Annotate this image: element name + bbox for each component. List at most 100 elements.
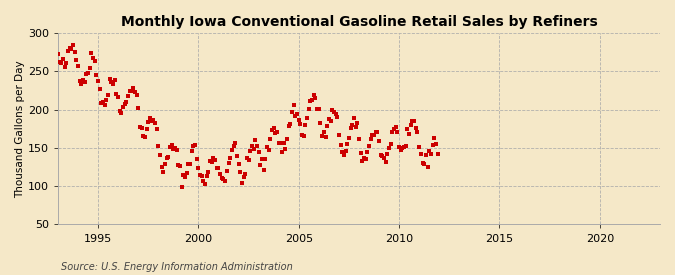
Point [159, 161, 170, 166]
Point [332, 115, 343, 120]
Point [310, 96, 321, 100]
Point [317, 133, 327, 138]
Point [236, 181, 247, 186]
Point [329, 110, 340, 114]
Point [379, 156, 389, 160]
Point [134, 125, 145, 129]
Point [322, 124, 333, 129]
Point [256, 157, 267, 161]
Point [389, 127, 400, 131]
Point [95, 87, 105, 91]
Point [377, 154, 387, 158]
Point [59, 64, 70, 69]
Point [111, 92, 122, 97]
Point [278, 141, 289, 146]
Point [302, 116, 313, 120]
Point [319, 129, 329, 134]
Point [415, 152, 426, 156]
Point [161, 156, 172, 160]
Point [108, 82, 119, 87]
Point [99, 103, 110, 108]
Point [255, 163, 266, 167]
Point [188, 144, 199, 149]
Point [387, 130, 398, 134]
Point [263, 148, 274, 152]
Point [230, 141, 240, 145]
Point [196, 174, 207, 178]
Point [78, 77, 88, 82]
Point [66, 47, 77, 51]
Point [81, 72, 92, 76]
Point [271, 130, 282, 134]
Point [396, 148, 406, 153]
Point [148, 118, 159, 122]
Point [308, 93, 319, 97]
Point [61, 61, 72, 66]
Point [121, 100, 132, 104]
Point [394, 145, 404, 149]
Point [306, 98, 317, 102]
Point [242, 156, 252, 161]
Point [364, 144, 375, 148]
Point [190, 142, 200, 147]
Point [169, 146, 180, 150]
Point [88, 56, 99, 60]
Point [327, 108, 338, 112]
Point [210, 157, 221, 162]
Point [277, 150, 288, 155]
Point [360, 157, 371, 162]
Point [303, 106, 314, 111]
Point [220, 179, 231, 184]
Point [96, 101, 107, 105]
Point [354, 137, 364, 142]
Point [203, 170, 214, 174]
Point [163, 155, 173, 160]
Point [180, 174, 190, 179]
Point [64, 46, 75, 51]
Point [288, 102, 299, 107]
Point [348, 116, 359, 120]
Point [153, 144, 163, 148]
Point [130, 90, 140, 94]
Point [243, 158, 254, 162]
Point [406, 123, 416, 127]
Text: Source: U.S. Energy Information Administration: Source: U.S. Energy Information Administ… [61, 262, 292, 272]
Point [56, 60, 67, 65]
Point [138, 133, 148, 138]
Point [89, 59, 100, 64]
Point [265, 137, 275, 142]
Point [312, 107, 323, 111]
Point [300, 123, 311, 127]
Point [131, 93, 142, 97]
Point [150, 121, 161, 125]
Point [323, 117, 334, 121]
Point [213, 166, 224, 170]
Point [422, 165, 433, 169]
Point [295, 122, 306, 126]
Point [287, 110, 298, 114]
Point [347, 123, 358, 128]
Point [399, 145, 410, 150]
Point [383, 145, 394, 150]
Point [182, 171, 192, 175]
Point [114, 109, 125, 114]
Point [228, 144, 239, 148]
Point [73, 64, 84, 69]
Point [252, 144, 263, 148]
Point [98, 100, 109, 104]
Point [151, 127, 162, 131]
Point [166, 143, 177, 148]
Point [101, 98, 112, 102]
Point [117, 105, 128, 109]
Point [201, 174, 212, 178]
Point [259, 168, 269, 172]
Point [225, 155, 236, 160]
Point [367, 133, 378, 138]
Point [340, 148, 351, 153]
Point [431, 141, 441, 146]
Point [186, 149, 197, 153]
Point [409, 119, 420, 123]
Point [128, 86, 138, 90]
Point [226, 148, 237, 152]
Point [106, 79, 117, 84]
